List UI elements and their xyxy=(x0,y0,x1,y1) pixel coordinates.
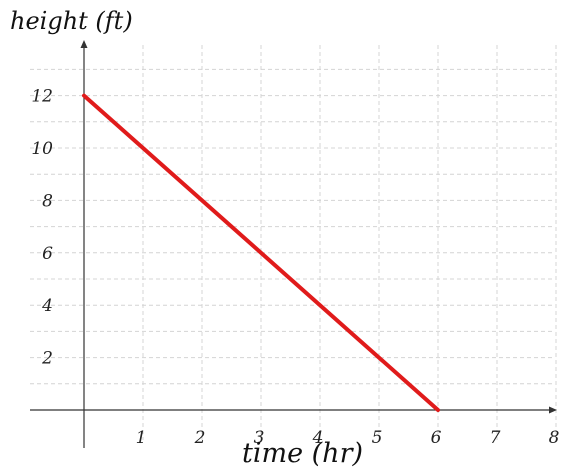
x-tick-label: 8 xyxy=(549,428,560,448)
x-tick-label: 2 xyxy=(194,428,206,448)
x-tick-label: 1 xyxy=(136,428,147,448)
y-axis-arrow xyxy=(80,40,88,48)
chart-grid xyxy=(30,45,557,440)
x-axis-arrow xyxy=(549,406,557,414)
chart-axes xyxy=(30,40,557,448)
data-series xyxy=(82,93,440,412)
y-tick-label: 10 xyxy=(31,139,53,159)
y-axis-label: height (ft) xyxy=(10,7,133,35)
y-tick-labels: 2 4 6 8 10 12 xyxy=(31,87,53,369)
y-tick-label: 4 xyxy=(41,296,53,316)
y-tick-label: 8 xyxy=(42,191,53,211)
y-tick-label: 6 xyxy=(42,244,53,264)
y-tick-label: 12 xyxy=(31,87,53,107)
x-tick-label: 5 xyxy=(372,428,383,448)
x-tick-label: 4 xyxy=(312,428,324,448)
x-tick-label: 3 xyxy=(254,428,265,448)
x-tick-label: 6 xyxy=(431,428,442,448)
x-tick-labels: 1 2 3 4 5 6 7 8 xyxy=(136,428,560,448)
x-axis-label: time (hr) xyxy=(242,438,363,468)
series-line xyxy=(82,93,440,412)
y-tick-label: 2 xyxy=(41,349,53,369)
x-tick-label: 7 xyxy=(490,428,501,448)
